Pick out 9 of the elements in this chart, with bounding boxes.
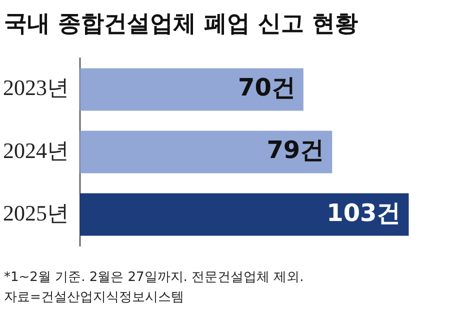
text: 자료=건설산업지식정보시스템: [4, 289, 185, 307]
y-tick-label: 2024년: [3, 138, 69, 163]
data-label: 103건: [326, 198, 401, 227]
text: *1~2월 기준. 2월은 27일까지. 전문건설업체 제외.: [4, 269, 305, 287]
y-tick-label: 2025년: [3, 200, 69, 226]
chart-title: 국내 종합건설업체 폐업 신고 현황: [3, 10, 360, 39]
y-tick-label: 2023년: [3, 75, 69, 100]
data-label: 70건: [238, 74, 296, 102]
data-label: 79건: [266, 136, 324, 164]
